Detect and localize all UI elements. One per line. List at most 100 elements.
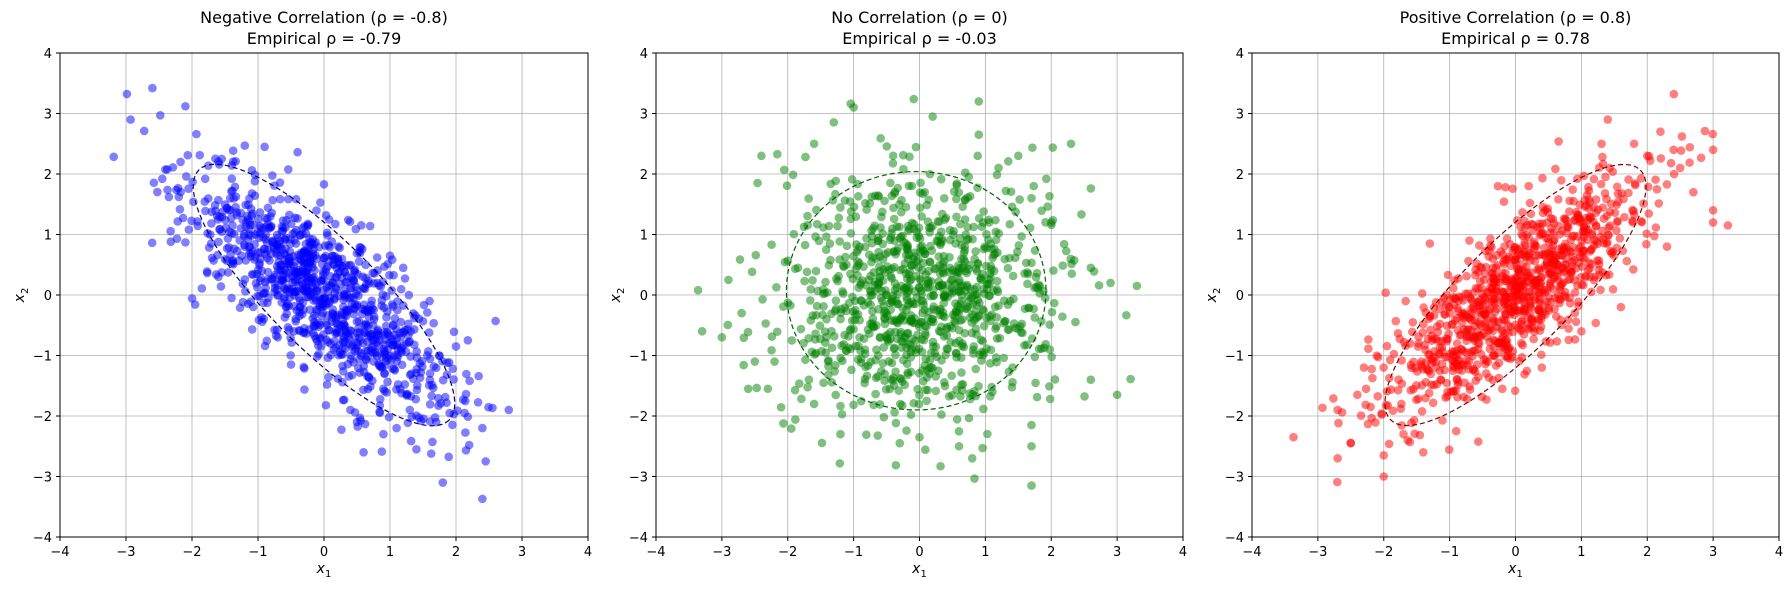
scatter-point xyxy=(337,350,346,360)
scatter-point xyxy=(1367,364,1377,374)
scatter-point xyxy=(880,314,890,324)
scatter-point xyxy=(853,179,862,189)
scatter-point xyxy=(318,267,328,277)
scatter-point xyxy=(1474,241,1484,250)
scatter-point xyxy=(339,337,348,347)
scatter-point xyxy=(217,154,226,164)
scatter-point xyxy=(272,262,282,271)
scatter-point xyxy=(797,394,806,404)
scatter-point xyxy=(308,234,317,244)
scatter-point xyxy=(1473,338,1483,348)
x-axis-label: x1 xyxy=(911,561,927,580)
scatter-point xyxy=(827,326,836,336)
scatter-point xyxy=(1391,316,1401,326)
scatter-point xyxy=(1596,179,1606,189)
scatter-point xyxy=(1606,199,1616,209)
x-axis-label: x1 xyxy=(316,561,332,580)
scatter-point xyxy=(794,379,804,388)
y-tick-label: −3 xyxy=(1225,471,1244,486)
scatter-point xyxy=(992,322,1001,331)
scatter-point xyxy=(814,236,824,246)
scatter-point xyxy=(1474,437,1483,446)
x-tick-label: −2 xyxy=(778,545,797,560)
scatter-point xyxy=(773,149,782,159)
scatter-point xyxy=(284,194,293,204)
scatter-point xyxy=(1545,279,1555,288)
tick-labels: −4 −3 −2 −1 0 1 2 3 4 −4 −3 −2 −1 0 1 2 3 4 xyxy=(1225,47,1783,560)
scatter-point xyxy=(767,346,776,355)
scatter-point xyxy=(1067,269,1077,279)
scatter-point xyxy=(955,234,965,243)
scatter-point xyxy=(1612,226,1621,235)
y-tick-label: 4 xyxy=(1236,47,1244,62)
scatter-point xyxy=(465,376,474,386)
scatter-point xyxy=(339,367,348,376)
scatter-point xyxy=(1451,426,1461,436)
scatter-point xyxy=(887,264,897,274)
scatter-point xyxy=(1514,323,1523,333)
scatter-point xyxy=(148,83,157,93)
scatter-point xyxy=(1346,438,1356,448)
scatter-point xyxy=(253,283,262,292)
scatter-point xyxy=(991,215,1000,225)
scatter-point xyxy=(449,327,459,337)
scatter-point xyxy=(1497,287,1506,296)
scatter-point xyxy=(291,194,301,204)
scatter-point xyxy=(846,269,855,279)
scatter-point xyxy=(1356,411,1366,420)
scatter-point xyxy=(739,360,748,370)
scatter-point xyxy=(389,340,398,350)
scatter-point xyxy=(818,285,828,294)
scatter-point xyxy=(1022,340,1032,350)
scatter-points xyxy=(1289,89,1733,487)
scatter-point xyxy=(184,184,193,194)
scatter-point xyxy=(951,348,961,358)
scatter-point xyxy=(240,275,250,284)
scatter-point xyxy=(1333,454,1342,463)
scatter-point xyxy=(917,241,927,251)
scatter-point xyxy=(1413,342,1423,351)
scatter-point xyxy=(1644,209,1654,218)
scatter-point xyxy=(1616,302,1626,312)
scatter-point xyxy=(982,313,991,323)
scatter-point xyxy=(1528,220,1538,229)
x-tick-label: 1 xyxy=(1577,545,1585,560)
scatter-point xyxy=(799,222,809,232)
scatter-point xyxy=(909,260,919,270)
x-tick-label: 4 xyxy=(1179,545,1187,560)
scatter-point xyxy=(929,291,938,301)
scatter-point xyxy=(288,277,297,287)
scatter-point xyxy=(389,270,398,280)
scatter-point xyxy=(1696,153,1706,163)
x-tick-label: −1 xyxy=(1440,545,1459,560)
scatter-point xyxy=(181,172,191,181)
scatter-point xyxy=(1468,351,1478,361)
scatter-point xyxy=(1592,256,1602,265)
scatter-point xyxy=(414,413,424,423)
scatter-point xyxy=(804,194,813,203)
scatter-point xyxy=(954,278,964,287)
scatter-point xyxy=(898,264,908,274)
scatter-point xyxy=(1589,174,1599,184)
scatter-point xyxy=(214,237,223,247)
scatter-point xyxy=(885,384,895,394)
scatter-point xyxy=(915,432,924,442)
scatter-point xyxy=(427,391,436,401)
scatter-point xyxy=(1443,270,1453,280)
panel-no-correlation: −4 −3 −2 −1 0 1 2 3 4 −4 −3 −2 −1 0 1 2 3 4 x1 x2 No Correla… xyxy=(608,8,1187,580)
scatter-point xyxy=(925,258,935,267)
scatter-point xyxy=(790,385,800,395)
scatter-point xyxy=(183,150,193,160)
scatter-point xyxy=(1393,386,1403,395)
scatter-point xyxy=(978,269,987,279)
scatter-point xyxy=(1592,237,1601,246)
scatter-point xyxy=(1020,304,1030,314)
scatter-point xyxy=(837,341,846,351)
scatter-point xyxy=(387,286,396,295)
scatter-point xyxy=(197,284,207,293)
scatter-point xyxy=(1003,263,1013,273)
scatter-point xyxy=(821,348,831,357)
scatter-point xyxy=(1459,392,1468,402)
scatter-point xyxy=(836,314,845,324)
scatter-point xyxy=(256,223,266,232)
